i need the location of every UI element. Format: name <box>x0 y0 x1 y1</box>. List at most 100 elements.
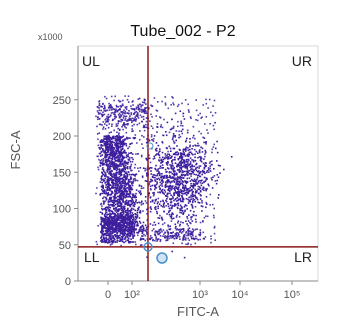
event-dot <box>107 159 109 162</box>
event-dot <box>120 173 123 176</box>
event-dot <box>111 109 113 111</box>
event-dot <box>110 222 113 225</box>
event-dot <box>113 155 116 157</box>
event-dot <box>108 216 111 219</box>
event-dot <box>118 135 120 137</box>
event-dot <box>104 177 106 180</box>
event-dot <box>124 110 127 113</box>
event-dot <box>121 169 124 172</box>
event-dot <box>149 197 152 199</box>
event-dot <box>192 168 194 171</box>
event-dot <box>136 216 138 218</box>
event-dot <box>161 156 164 159</box>
event-dot <box>103 203 105 205</box>
event-dot <box>145 228 148 230</box>
event-dot <box>157 197 160 200</box>
gate-handle-center[interactable] <box>143 242 153 252</box>
event-dot <box>198 233 200 236</box>
event-dot <box>213 99 216 102</box>
event-dot <box>111 146 113 149</box>
event-dot <box>176 165 178 168</box>
event-dot <box>212 146 215 148</box>
event-dot <box>117 213 120 215</box>
event-dot <box>133 118 136 120</box>
event-dot <box>175 225 177 228</box>
event-dot <box>104 136 107 138</box>
event-dot <box>111 212 114 214</box>
x-tick-label: 10⁴ <box>232 289 249 301</box>
event-dot <box>109 244 112 246</box>
event-dot <box>127 196 129 198</box>
event-dot <box>153 202 156 204</box>
event-dot <box>149 167 151 169</box>
event-dot <box>165 239 167 242</box>
event-dot <box>189 144 191 147</box>
event-dot <box>121 217 123 220</box>
event-dot <box>191 185 194 187</box>
event-dot <box>179 208 181 210</box>
event-dot <box>166 147 168 150</box>
event-dots <box>95 95 233 259</box>
event-dot <box>195 191 198 193</box>
event-dot <box>204 123 206 125</box>
event-dot <box>117 227 119 230</box>
event-dot <box>140 226 142 228</box>
event-dot <box>125 106 128 108</box>
event-dot <box>193 238 195 241</box>
event-dot <box>177 220 180 222</box>
event-dot <box>181 209 183 212</box>
gate-handle-bottom[interactable] <box>156 252 168 264</box>
event-dot <box>127 163 129 165</box>
event-dot <box>123 174 125 176</box>
event-dot <box>125 189 128 192</box>
event-dot <box>132 193 135 195</box>
event-dot <box>103 214 106 216</box>
event-dot <box>162 191 164 194</box>
event-dot <box>135 173 138 175</box>
event-dot <box>120 105 123 107</box>
event-dot <box>113 166 115 168</box>
event-dot <box>166 158 169 160</box>
event-dot <box>117 149 119 152</box>
y-tick-label: 250 <box>53 95 71 107</box>
event-dot <box>156 131 158 133</box>
event-dot <box>158 154 161 157</box>
event-dot <box>157 222 160 225</box>
event-dot <box>124 160 126 162</box>
event-dot <box>131 223 134 226</box>
event-dot <box>114 168 116 171</box>
event-dot <box>164 184 167 186</box>
y-tick-label: 0 <box>65 276 71 288</box>
event-dot <box>123 182 125 184</box>
event-dot <box>185 160 187 163</box>
event-dot <box>98 132 101 134</box>
event-dot <box>176 191 179 193</box>
event-dot <box>130 197 133 200</box>
event-dot <box>179 209 181 212</box>
event-dot <box>112 199 114 202</box>
event-dot <box>176 183 178 186</box>
event-dot <box>114 224 117 226</box>
gate-handle-top[interactable] <box>146 142 154 150</box>
event-dot <box>110 163 112 166</box>
event-dot <box>190 175 192 177</box>
event-dot <box>137 106 139 109</box>
event-dot <box>102 179 105 181</box>
event-dot <box>204 155 206 158</box>
event-dot <box>111 143 114 146</box>
event-dot <box>183 153 186 156</box>
event-dot <box>182 200 184 203</box>
event-dot <box>106 238 108 241</box>
event-dot <box>131 219 134 221</box>
event-dot <box>114 177 117 179</box>
event-dot <box>178 236 181 238</box>
event-dot <box>172 165 174 167</box>
event-dot <box>114 151 116 154</box>
event-dot <box>170 180 173 183</box>
event-dot <box>122 195 124 198</box>
event-dot <box>157 169 159 171</box>
event-dot <box>134 194 137 197</box>
event-dot <box>217 164 220 167</box>
event-dot <box>101 213 104 215</box>
event-dot <box>104 145 107 147</box>
